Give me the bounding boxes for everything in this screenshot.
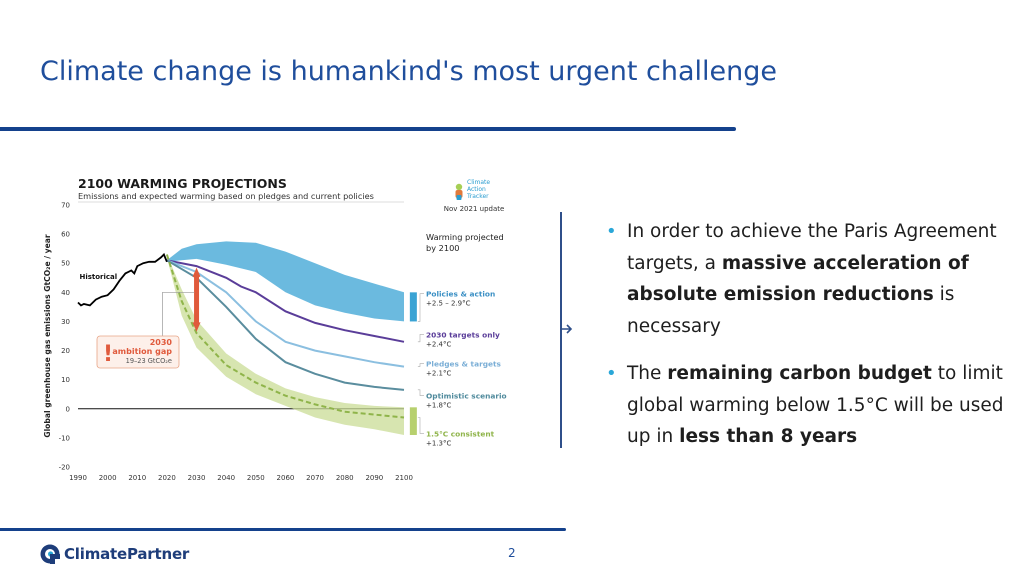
y-tick-label: 50 [61,260,70,268]
x-tick-label: 2070 [306,474,324,482]
footer-rule [0,528,566,531]
badge-icon [456,195,462,200]
x-tick-label: 2030 [188,474,206,482]
series-line [166,259,405,391]
gap-line3: 19–23 GtCO₂e [126,357,172,365]
legend-leader [417,334,424,343]
gap-line2: ambition gap [112,347,172,356]
legend-value: +2.5 – 2.9°C [426,300,471,308]
series-line [165,254,405,419]
legend-label: 1.5°C consistent [426,429,495,438]
y-tick-label: 40 [61,289,70,297]
y-tick-label: 70 [61,202,70,210]
badge-line1: Climate [467,179,490,186]
gap-exclaim-icon: ! [103,342,113,367]
title-underline [0,127,736,131]
x-tick-label: 2020 [158,474,176,482]
climatepartner-logo-icon [40,544,60,564]
one-point-five-band [166,254,404,435]
bullet-emphasis: less than 8 years [679,426,858,447]
bullet-list: • In order to achieve the Paris Agreement… [604,216,1004,469]
legend-leader [417,363,424,367]
bullet-item: • The remaining carbon budget to limit gl… [604,358,1004,453]
warming-projections-chart: 2100 WARMING PROJECTIONS Emissions and ex… [40,162,550,492]
legend-label: Pledges & targets [426,360,502,369]
one-point-five-range-bar [409,407,417,435]
climatepartner-logo: ClimatePartner [40,543,189,565]
policies-band [166,241,404,322]
vertical-divider [560,212,562,448]
series-line [77,252,168,307]
policies-range-bar [409,292,417,322]
warming-heading: by 2100 [426,243,459,253]
y-axis-label: Global greenhouse gas emissions GtCO₂e /… [43,234,52,438]
badge-icon [455,183,463,191]
x-tick-label: 1990 [69,474,87,482]
bullet-item: • In order to achieve the Paris Agreement… [604,216,1004,342]
y-tick-label: -10 [59,434,70,442]
bullet-text: In order to achieve the Paris Agreement … [627,221,997,274]
gap-box [96,335,180,369]
y-tick-label: 0 [66,405,70,413]
gap-arrow-head [192,322,201,332]
bullet-dot: • [606,221,617,242]
bullet-dot: • [606,363,617,384]
slide-title: Climate change is humankind's most urgen… [40,56,778,87]
legend-leader [417,417,424,434]
bullet-text: The [627,363,668,384]
legend-value: +2.1°C [426,370,451,378]
logo-text: ClimatePartner [64,545,190,563]
x-tick-label: 2090 [365,474,383,482]
x-tick-label: 2100 [395,474,413,482]
chart-title: 2100 WARMING PROJECTIONS [78,176,287,191]
series-line [166,259,405,343]
y-tick-label: 10 [61,376,70,384]
x-tick-label: 2010 [128,474,146,482]
historical-label: Historical [79,273,117,281]
climate-action-tracker-badge [455,183,463,200]
y-tick-label: 20 [61,347,70,355]
legend-value: +1.8°C [426,402,451,410]
legend-label: 2030 targets only [426,330,500,339]
badge-line3: Tracker [466,193,489,200]
bullet-emphasis: massive acceleration of absolute emissio… [627,252,969,306]
gap-line1: 2030 [150,338,173,347]
gap-leader [162,291,195,336]
update-note: Nov 2021 update [444,205,505,213]
bullet-text: is necessary [627,284,955,337]
y-tick-label: 30 [61,318,70,326]
chart-subtitle: Emissions and expected warming based on … [78,191,374,201]
badge-line2: Action [467,186,486,193]
x-tick-label: 2050 [247,474,265,482]
y-tick-label: 60 [61,231,70,239]
x-tick-label: 2000 [99,474,117,482]
legend-label: Policies & action [426,290,495,299]
y-tick-label: -20 [59,464,70,472]
legend-leader [417,293,424,322]
bullet-text: to limit global warming below 1.5°C will… [627,363,1004,447]
gap-arrow-head [192,267,201,277]
bullet-emphasis: remaining carbon budget [667,363,932,384]
x-tick-label: 2080 [336,474,354,482]
legend-value: +2.4°C [426,340,451,348]
x-tick-label: 2060 [277,474,295,482]
series-line [166,259,405,368]
legend-leader [417,389,424,396]
x-tick-label: 2040 [217,474,235,482]
arrow-right-icon [562,324,573,334]
legend-label: Optimistic scenario [426,392,507,401]
warming-heading: Warming projected [426,232,504,242]
legend-value: +1.3°C [426,439,451,447]
page-number: 2 [508,546,516,560]
